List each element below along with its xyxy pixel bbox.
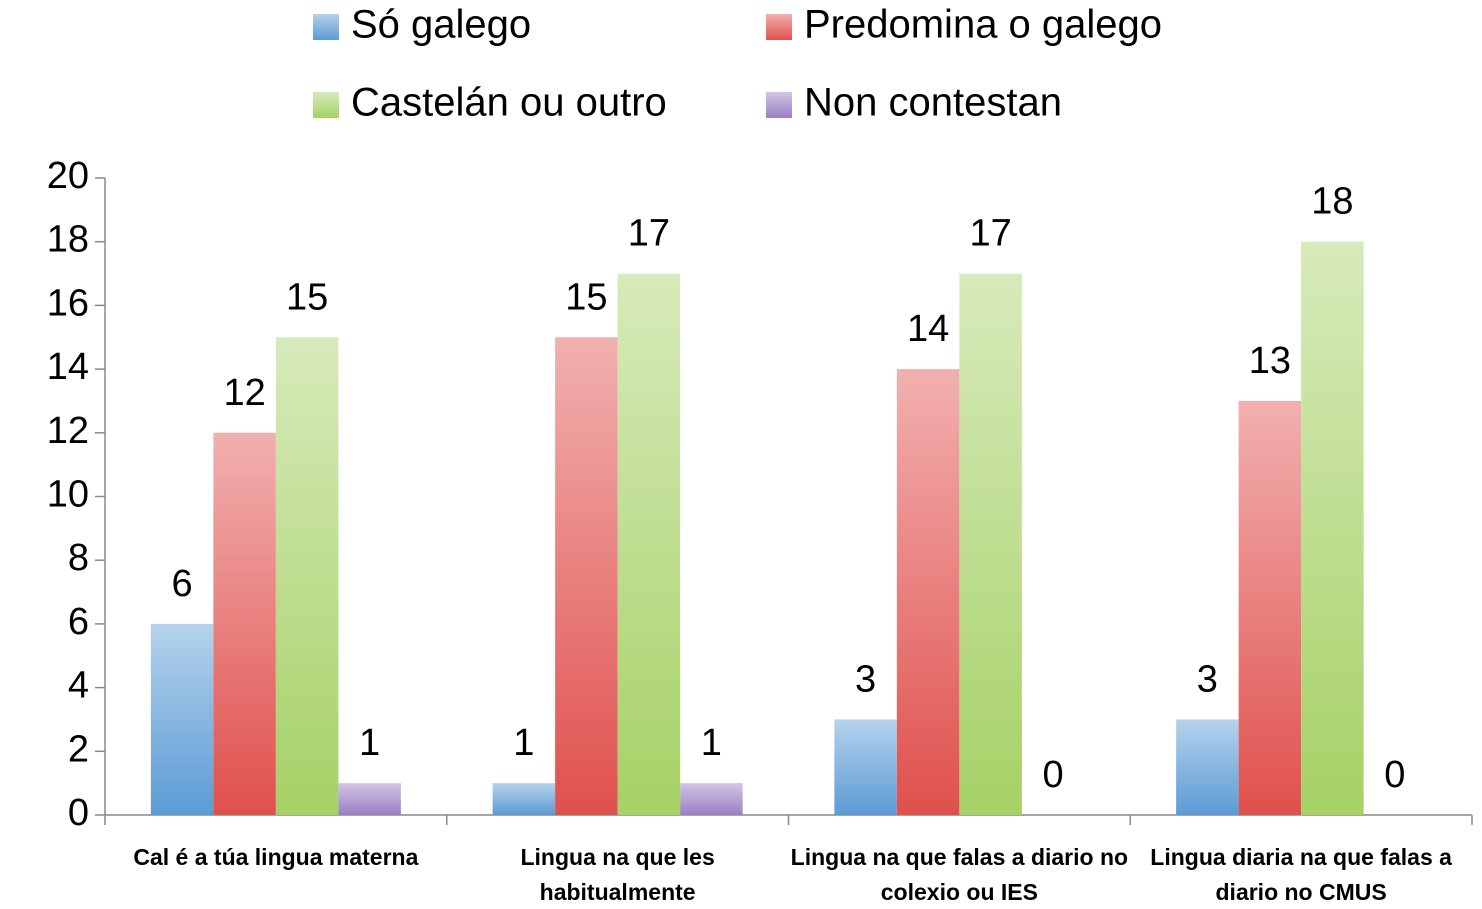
- bar: [617, 273, 681, 815]
- legend-swatch: [313, 14, 339, 40]
- data-label: 3: [1197, 658, 1218, 700]
- x-tick-label: Cal é a túa lingua materna: [133, 844, 419, 870]
- data-label: 17: [969, 213, 1011, 255]
- data-label: 18: [1311, 181, 1353, 223]
- y-tick-label: 2: [68, 728, 89, 770]
- bar: [680, 783, 743, 815]
- x-tick-label: Lingua diaria na que falas a diario no C…: [1150, 844, 1452, 905]
- data-label: 1: [701, 722, 722, 764]
- bar: [959, 273, 1022, 815]
- data-label: 1: [513, 722, 534, 764]
- data-label: 12: [223, 372, 265, 414]
- bar: [338, 783, 401, 815]
- legend-label: Non contestan: [804, 81, 1062, 125]
- bar: [1176, 719, 1239, 815]
- data-label: 3: [855, 658, 876, 700]
- legend-swatch: [766, 14, 792, 40]
- legend-label: Só galego: [351, 3, 531, 47]
- bar: [213, 432, 276, 815]
- y-tick-label: 14: [47, 346, 89, 388]
- bar: [150, 623, 214, 815]
- data-label: 17: [628, 213, 670, 255]
- y-tick-label: 0: [68, 792, 89, 834]
- x-tick-label: Lingua na que falas a diario no colexio …: [790, 844, 1129, 905]
- y-tick-label: 6: [68, 601, 89, 643]
- data-label: 14: [907, 308, 949, 350]
- data-label: 6: [172, 563, 193, 605]
- data-label: 15: [286, 276, 328, 318]
- bar: [896, 369, 960, 815]
- y-tick-label: 20: [47, 155, 89, 197]
- legend-label: Castelán ou outro: [351, 81, 667, 125]
- data-label: 1: [359, 722, 380, 764]
- y-tick-label: 18: [47, 219, 89, 261]
- legend-swatch: [766, 92, 792, 118]
- data-label: 0: [1043, 754, 1064, 796]
- bar: [555, 337, 618, 815]
- bar: [834, 719, 897, 815]
- legend-label: Predomina o galego: [804, 3, 1162, 47]
- y-tick-label: 16: [47, 282, 89, 324]
- y-tick-label: 4: [68, 665, 89, 707]
- bar: [1238, 400, 1302, 815]
- legend-swatch: [313, 92, 339, 118]
- bar: [275, 337, 339, 815]
- bar: [492, 783, 556, 815]
- data-label: 15: [565, 276, 607, 318]
- y-tick-label: 12: [47, 410, 89, 452]
- x-tick-label: Lingua na que les habitualmente: [520, 844, 715, 905]
- y-tick-label: 10: [47, 474, 89, 516]
- data-label: 13: [1249, 340, 1291, 382]
- data-label: 0: [1384, 754, 1405, 796]
- bar: [1301, 241, 1364, 815]
- y-tick-label: 8: [68, 537, 89, 579]
